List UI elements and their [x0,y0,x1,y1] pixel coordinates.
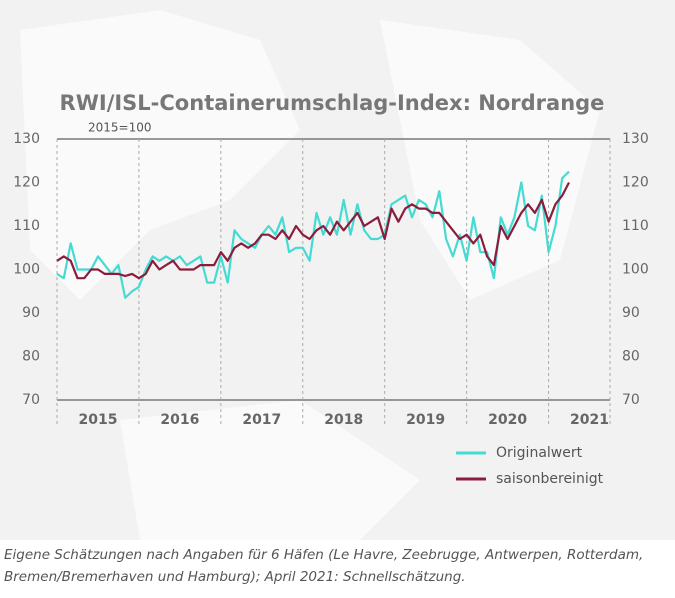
data-line [56,181,570,280]
y2-tick-label: 110 [622,218,649,234]
data-line [56,170,570,299]
x-tick-label: 2019 [406,412,445,428]
chart-title: RWI/ISL-Containerumschlag-Index: Nordran… [60,91,605,115]
y-tick-label: 130 [13,131,40,147]
y2-tick-label: 80 [622,349,640,365]
y-tick-label: 80 [22,349,40,365]
y2-tick-label: 130 [622,131,649,147]
map-shape [120,400,420,540]
legend-label: Originalwert [496,445,583,461]
x-tick-label: 2021 [570,412,609,428]
chart: RWI/ISL-Containerumschlag-Index: Nordran… [0,0,675,540]
legend-label: saisonbereinigt [496,471,604,487]
map-shape [20,10,300,300]
y-tick-label: 100 [13,262,40,278]
y-tick-label: 90 [22,305,40,321]
y-tick-label: 120 [13,175,40,191]
x-tick-label: 2015 [78,412,117,428]
y2-tick-label: 70 [622,392,640,408]
x-tick-label: 2016 [160,412,199,428]
y2-tick-label: 100 [622,262,649,278]
subtitle: 2015=100 [88,121,152,135]
y2-tick-label: 90 [622,305,640,321]
footnote: Eigene Schätzungen nach Angaben für 6 Hä… [4,547,644,585]
y-tick-label: 110 [13,218,40,234]
x-tick-label: 2017 [242,412,281,428]
y-tick-label: 70 [22,392,40,408]
y2-tick-label: 120 [622,175,649,191]
x-tick-label: 2020 [488,412,527,428]
x-tick-label: 2018 [324,412,363,428]
